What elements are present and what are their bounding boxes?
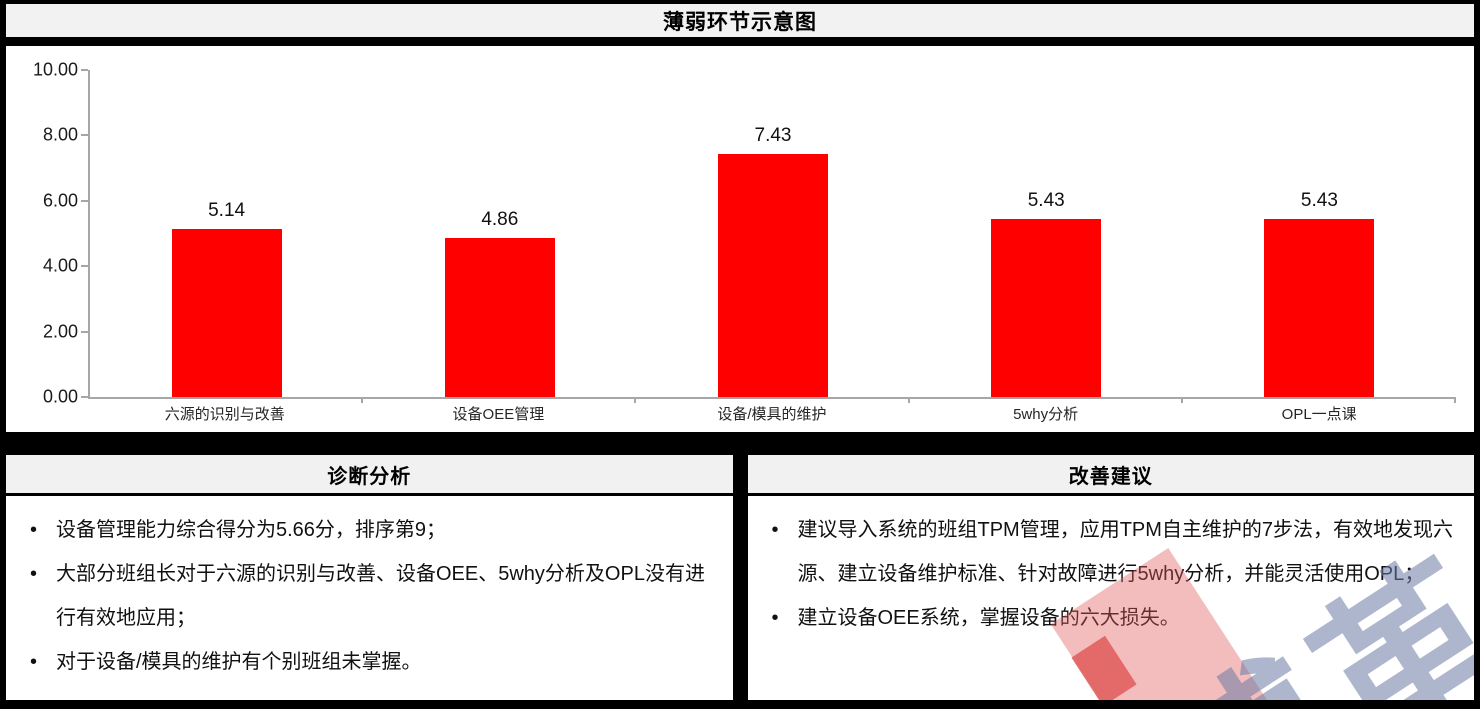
watermark-red-shape [1071,635,1137,700]
analysis-section: 诊断分析 设备管理能力综合得分为5.66分，排序第9；大部分班组长对于六源的识别… [0,455,1480,709]
chart-title-bar: 薄弱环节示意图 [0,0,1480,46]
bar-value-label: 5.43 [1300,190,1338,212]
bar-value-label: 5.14 [208,199,246,221]
diagnosis-panel-body: 设备管理能力综合得分为5.66分，排序第9；大部分班组长对于六源的识别与改善、设… [6,496,733,700]
y-axis-tick-label: 2.00 [42,321,78,342]
list-item: 设备管理能力综合得分为5.66分，排序第9； [20,508,713,552]
x-axis-category-label: OPL一点课 [1281,406,1357,423]
plot-area: 5.14 4.86 7.43 5.43 5.43 [81,69,1456,403]
x-axis-tick [1180,397,1183,403]
x-axis-category-label: 设备/模具的维护 [717,406,827,423]
y-axis-tick [81,199,88,202]
y-axis-tick [81,330,88,333]
bar-group: 7.43 [636,70,909,397]
y-axis-tick [81,134,88,137]
list-item: 建立设备OEE系统，掌握设备的六大损失。 [762,596,1455,640]
x-axis-tick [1454,397,1456,403]
x-axis-category-label: 六源的识别与改善 [164,406,285,423]
x-axis-tick [634,397,637,403]
suggestion-panel: 改善建议 建议导入系统的班组TPM管理，应用TPM自主维护的7步法，有效地发现六… [747,455,1474,700]
diagnosis-panel-title: 诊断分析 [327,465,412,488]
diagnosis-panel-header: 诊断分析 [6,455,733,496]
suggestion-panel-body: 建议导入系统的班组TPM管理，应用TPM自主维护的7步法，有效地发现六源、建立设… [748,496,1474,700]
bar-group: 5.43 [910,70,1183,397]
bar-group: 4.86 [363,70,636,397]
y-axis-tick [81,265,88,268]
bar-group: 5.14 [90,70,363,397]
suggestion-bullet-list: 建议导入系统的班组TPM管理，应用TPM自主维护的7步法，有效地发现六源、建立设… [762,508,1455,640]
bar [171,228,282,397]
bar-value-label: 4.86 [481,209,519,231]
y-axis-tick-label: 6.00 [42,190,78,211]
y-axis-tick-label: 4.00 [42,255,78,276]
page-title: 薄弱环节示意图 [663,10,817,34]
suggestion-panel-title: 改善建议 [1068,465,1153,488]
y-axis-tick-label: 8.00 [42,124,78,145]
bar [444,238,555,397]
list-item: 建议导入系统的班组TPM管理，应用TPM自主维护的7步法，有效地发现六源、建立设… [762,508,1455,596]
x-axis-category-label: 设备OEE管理 [452,406,545,423]
diagnosis-bullet-list: 设备管理能力综合得分为5.66分，排序第9；大部分班组长对于六源的识别与改善、设… [20,508,713,684]
bar-chart: 10.00 8.00 6.00 4.00 2.00 0.00 5.14 4.86 7.43 5.… [0,46,1480,455]
y-axis-tick-label: 0.00 [42,386,78,407]
list-item: 大部分班组长对于六源的识别与改善、设备OEE、5why分析及OPL没有进行有效地… [20,552,713,640]
y-axis-tick [81,69,88,71]
bar [1264,219,1375,397]
bar-value-label: 7.43 [754,125,792,147]
list-item: 对于设备/模具的维护有个别班组未掌握。 [20,640,713,684]
suggestion-panel-header: 改善建议 [747,455,1474,496]
bar-group: 5.43 [1183,70,1456,397]
y-axis-tick-label: 10.00 [32,59,78,80]
x-axis-tick [907,397,910,403]
x-axis-category-label: 5why分析 [1013,406,1079,423]
bar [991,219,1102,397]
bar-value-label: 5.43 [1027,190,1065,212]
bar [718,154,828,397]
y-axis-tick [81,396,88,398]
y-axis: 10.00 8.00 6.00 4.00 2.00 0.00 [12,60,78,407]
diagnosis-panel: 诊断分析 设备管理能力综合得分为5.66分，排序第9；大部分班组长对于六源的识别… [6,455,733,700]
x-axis-labels: 六源的识别与改善 设备OEE管理 设备/模具的维护 5why分析 OPL一点课 [88,403,1456,424]
x-axis-tick [361,397,364,403]
